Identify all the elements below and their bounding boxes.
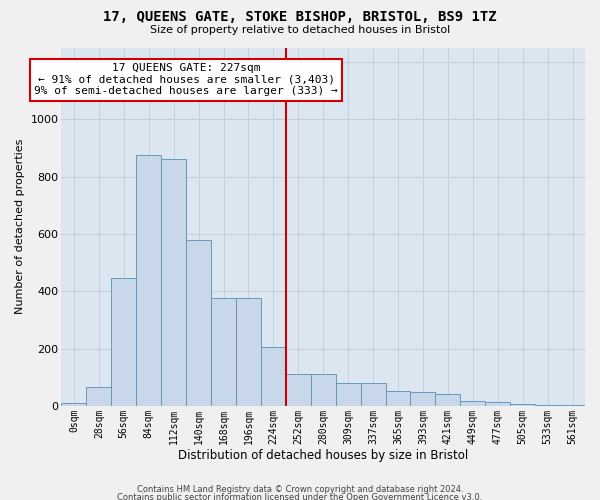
Bar — [112, 278, 136, 406]
Bar — [335, 383, 361, 406]
Bar — [86, 388, 112, 406]
Bar — [410, 392, 436, 406]
Bar — [361, 383, 386, 406]
Bar — [161, 159, 186, 406]
Y-axis label: Number of detached properties: Number of detached properties — [15, 139, 25, 314]
Text: 17, QUEENS GATE, STOKE BISHOP, BRISTOL, BS9 1TZ: 17, QUEENS GATE, STOKE BISHOP, BRISTOL, … — [103, 10, 497, 24]
Bar — [311, 374, 335, 406]
Bar — [560, 405, 585, 406]
Text: Contains HM Land Registry data © Crown copyright and database right 2024.: Contains HM Land Registry data © Crown c… — [137, 484, 463, 494]
Bar — [535, 405, 560, 406]
Bar — [61, 403, 86, 406]
Bar — [261, 347, 286, 406]
Bar — [436, 394, 460, 406]
Bar — [386, 391, 410, 406]
Text: Size of property relative to detached houses in Bristol: Size of property relative to detached ho… — [150, 25, 450, 35]
Bar — [186, 240, 211, 406]
Bar — [236, 298, 261, 406]
Text: 17 QUEENS GATE: 227sqm
← 91% of detached houses are smaller (3,403)
9% of semi-d: 17 QUEENS GATE: 227sqm ← 91% of detached… — [34, 64, 338, 96]
Bar — [485, 402, 510, 406]
Bar — [211, 298, 236, 406]
X-axis label: Distribution of detached houses by size in Bristol: Distribution of detached houses by size … — [178, 450, 469, 462]
Bar — [510, 404, 535, 406]
Bar — [136, 155, 161, 406]
Bar — [460, 401, 485, 406]
Bar — [286, 374, 311, 406]
Text: Contains public sector information licensed under the Open Government Licence v3: Contains public sector information licen… — [118, 493, 482, 500]
